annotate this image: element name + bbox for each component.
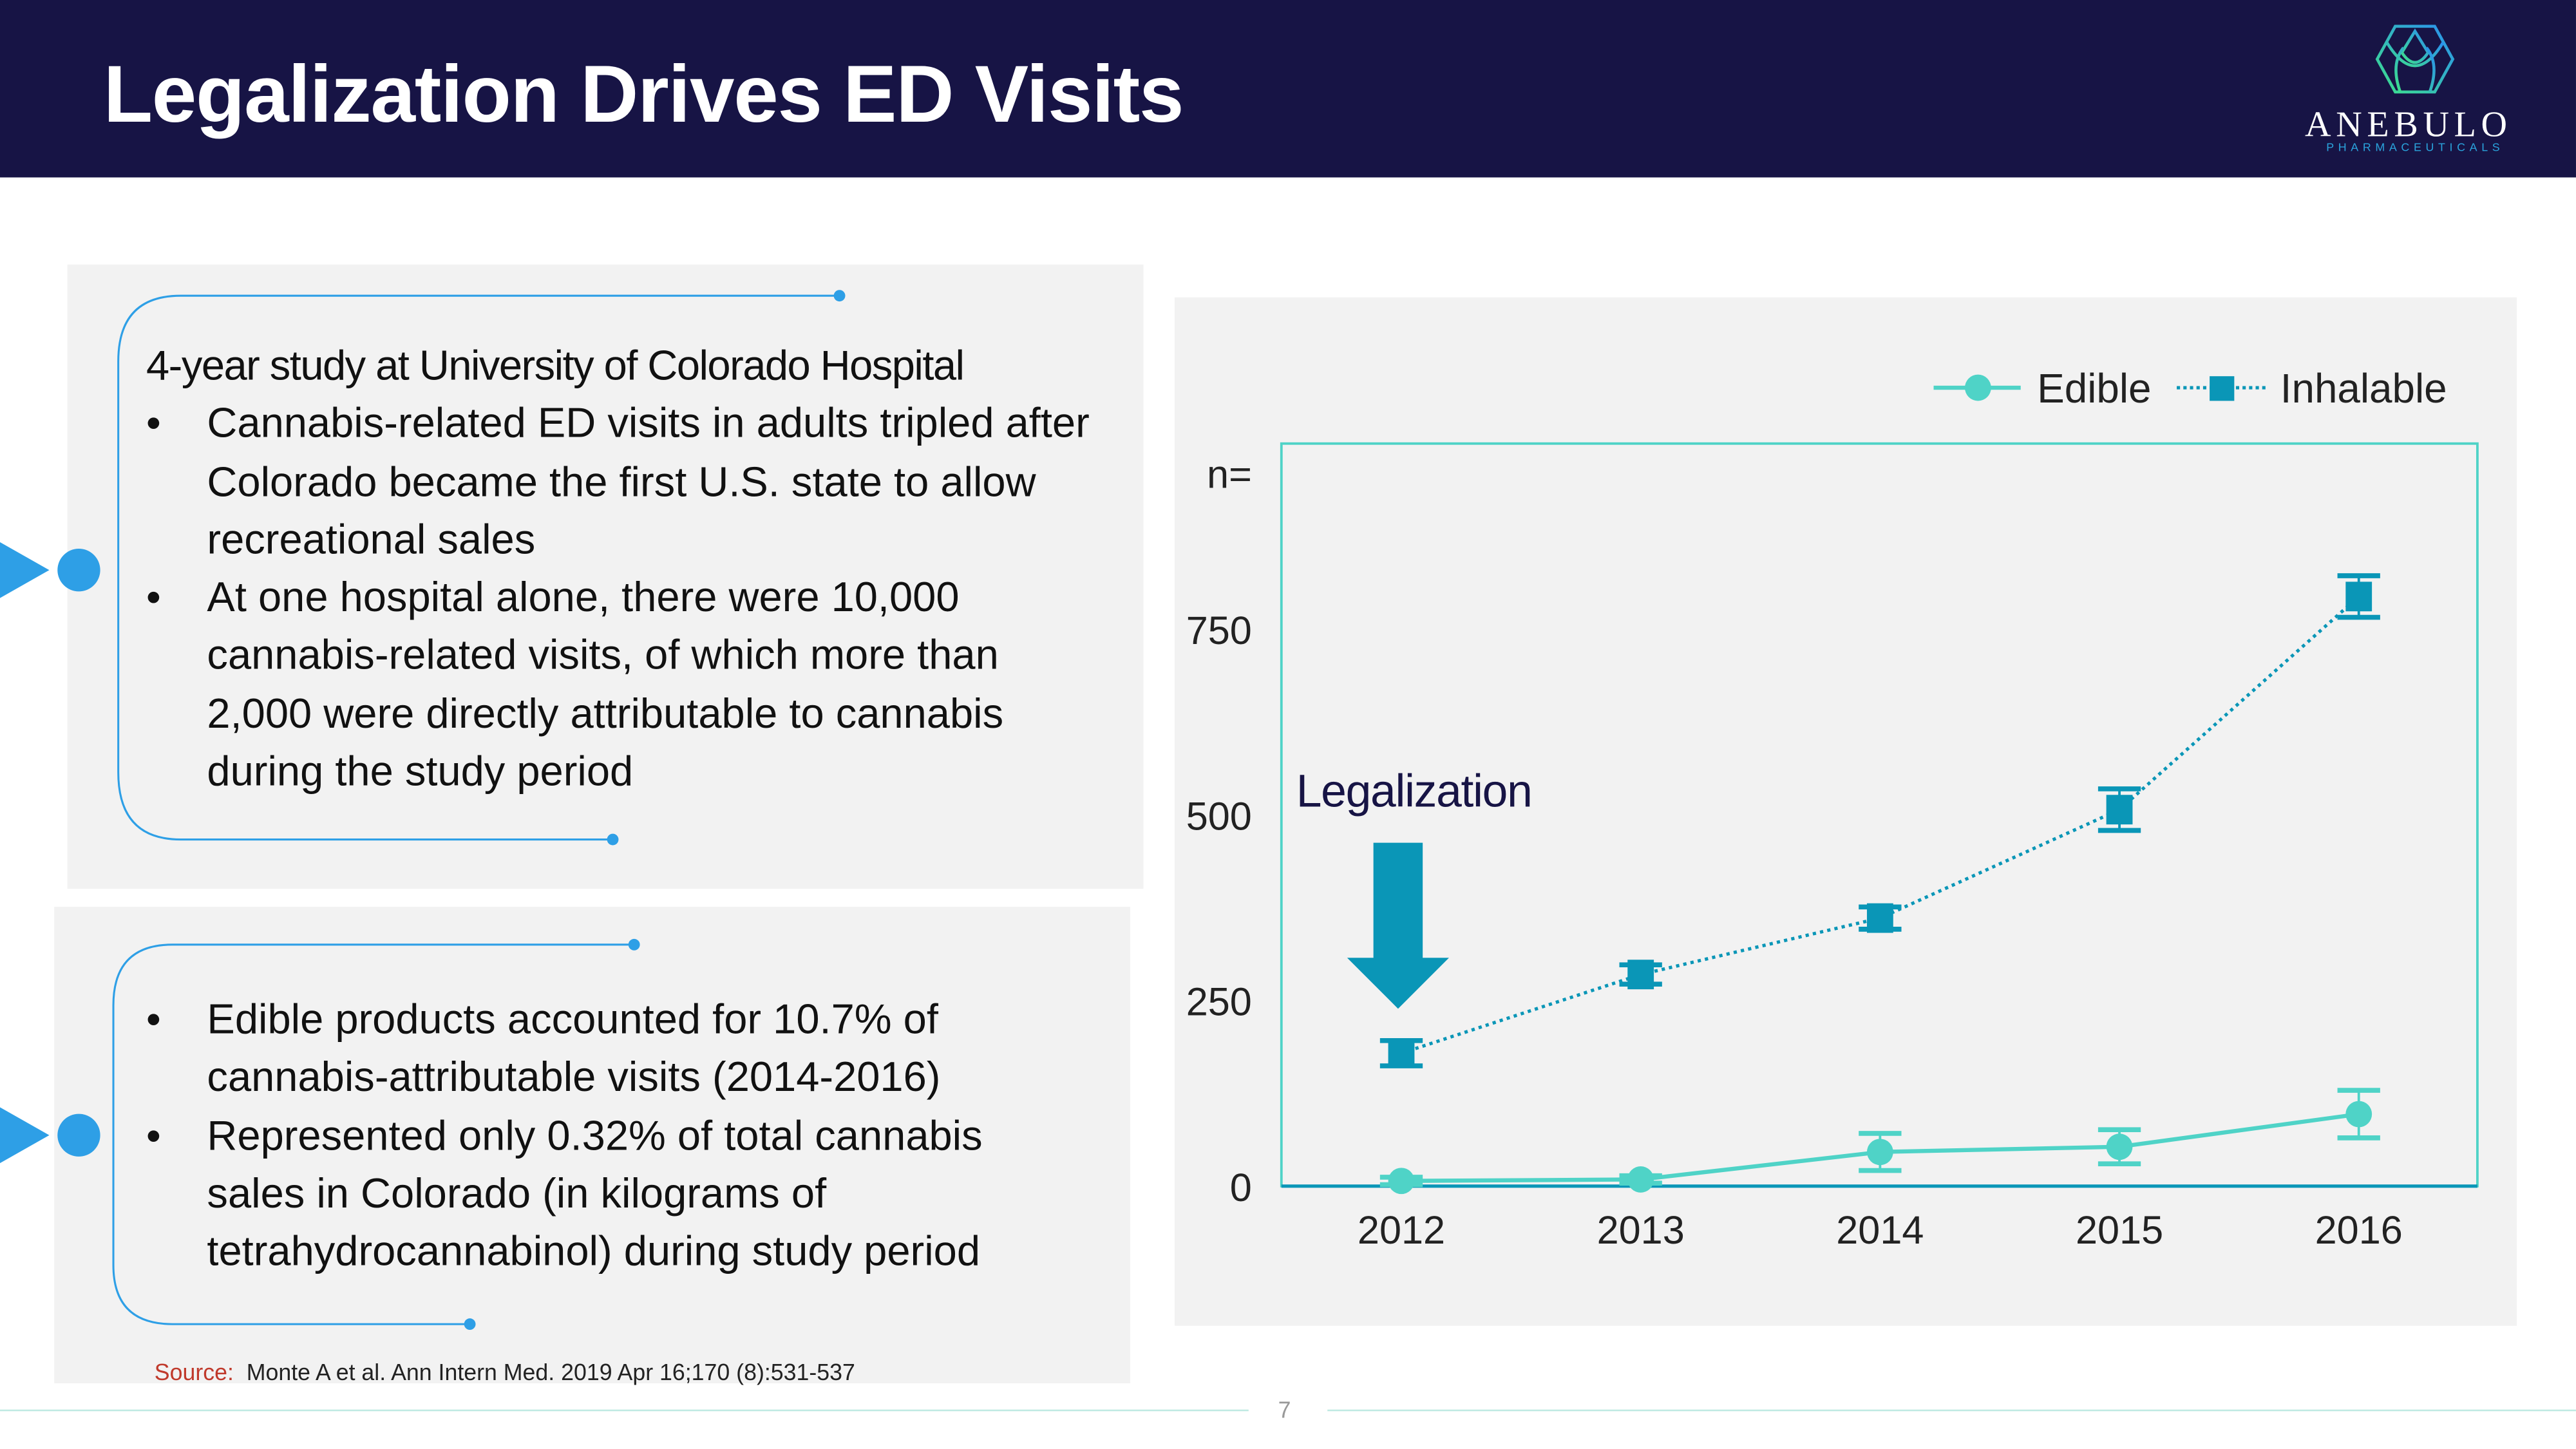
study-text: 4-year study at University of Colorado H…	[146, 339, 1132, 802]
y-axis-label: n=	[1207, 453, 1252, 497]
legend-edible-marker	[1964, 374, 1991, 401]
source-text: Monte A et al. Ann Intern Med. 2019 Apr …	[246, 1358, 855, 1385]
legalization-annotation: Legalization	[1296, 766, 1532, 817]
x-tick-label: 2014	[1836, 1208, 1924, 1252]
x-tick-label: 2013	[1597, 1208, 1685, 1252]
source-citation: Source: Monte A et al. Ann Intern Med. 2…	[155, 1359, 855, 1385]
data-point	[2345, 582, 2372, 612]
pointer-arrow-icon	[0, 542, 50, 598]
edible-bullet: Represented only 0.32% of total cannabis…	[146, 1108, 1061, 1282]
y-tick-label: 750	[1186, 609, 1252, 652]
data-point	[1866, 903, 1893, 933]
callout-frame-1	[0, 290, 846, 846]
data-point	[1866, 1139, 1893, 1166]
callout-frame-2	[0, 938, 640, 1331]
series-line	[1401, 595, 2360, 1055]
y-tick-label: 250	[1186, 980, 1252, 1024]
legend-inhalable: Inhalable	[2280, 365, 2447, 412]
hexagon-logo-icon	[2375, 24, 2455, 94]
series-inhalable	[1379, 573, 2380, 1068]
x-tick-label: 2012	[1358, 1208, 1445, 1252]
study-heading: 4-year study at University of Colorado H…	[146, 343, 965, 390]
data-point	[2345, 1101, 2372, 1128]
legend-inhalable-marker	[2210, 376, 2235, 401]
study-bullet: Cannabis-related ED visits in adults tri…	[146, 397, 1094, 571]
down-arrow-icon	[1347, 842, 1449, 1009]
study-bullet: At one hospital alone, there were 10,000…	[146, 571, 1094, 802]
footer-divider	[1327, 1409, 2576, 1412]
page-title: Legalization Drives ED Visits	[103, 51, 1184, 140]
data-point	[2106, 795, 2133, 825]
pointer-arrow-icon	[0, 1107, 50, 1164]
x-tick-label: 2015	[2076, 1208, 2163, 1252]
legend-edible: Edible	[2037, 365, 2151, 412]
data-point	[1388, 1168, 1415, 1195]
edible-bullet: Edible products accounted for 10.7% of c…	[146, 992, 1028, 1108]
data-point	[1388, 1038, 1415, 1068]
data-point	[2106, 1133, 2133, 1160]
edible-text: Edible products accounted for 10.7% of c…	[146, 992, 1066, 1282]
data-point	[1627, 1166, 1654, 1193]
y-tick-label: 0	[1230, 1166, 1252, 1209]
bullet-dot-icon	[57, 549, 100, 592]
legend: Edible Inhalable	[1933, 365, 2447, 412]
bullet-dot-icon	[57, 1113, 100, 1157]
footer-divider	[0, 1409, 1249, 1412]
source-label: Source:	[154, 1358, 234, 1385]
y-tick-label: 500	[1186, 794, 1252, 838]
page-number: 7	[1278, 1396, 1291, 1423]
series-edible	[1379, 1088, 2380, 1195]
logo-wordmark: ANEBULO	[2305, 103, 2512, 145]
data-point	[1627, 960, 1654, 990]
x-tick-label: 2016	[2315, 1208, 2403, 1252]
header-bar	[0, 0, 2576, 178]
logo-subtitle: PHARMACEUTICALS	[2326, 142, 2505, 155]
